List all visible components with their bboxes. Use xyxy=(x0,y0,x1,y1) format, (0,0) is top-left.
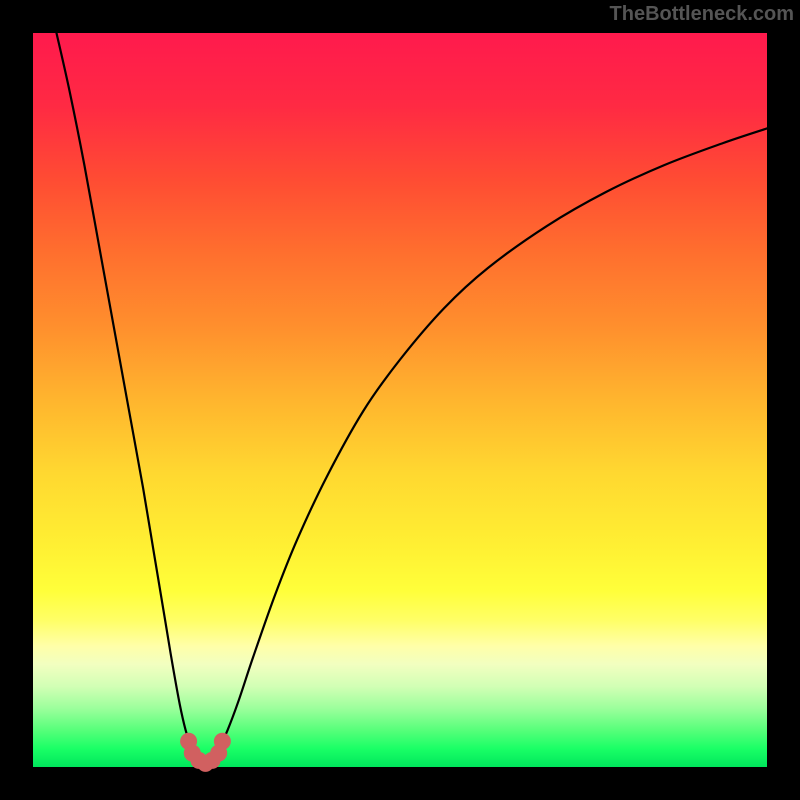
plot-background xyxy=(33,33,767,767)
chart-container: TheBottleneck.com xyxy=(0,0,800,800)
marker-dot xyxy=(214,733,230,749)
attribution-label: TheBottleneck.com xyxy=(610,3,794,26)
chart-svg xyxy=(0,0,800,800)
